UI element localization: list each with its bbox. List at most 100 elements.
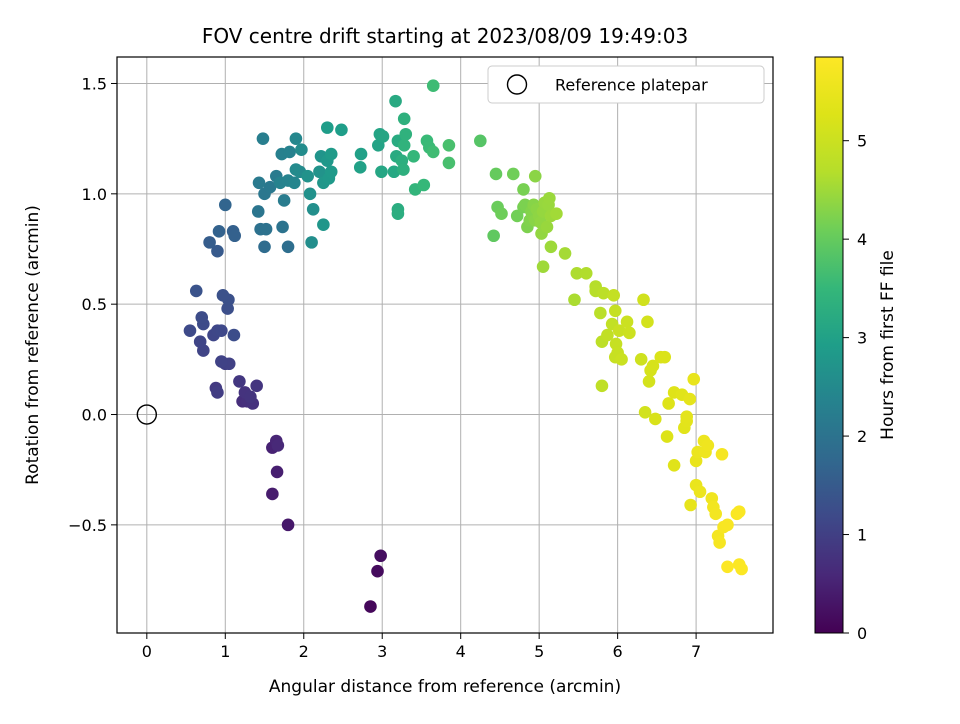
x-tick-label: 6 <box>613 642 623 661</box>
data-point <box>687 372 701 386</box>
data-point <box>263 180 277 194</box>
legend-marker <box>506 74 528 95</box>
data-point <box>320 121 334 134</box>
colorbar-tick-label: 4 <box>857 230 867 249</box>
data-point <box>256 132 270 145</box>
data-point <box>244 390 257 404</box>
data-point <box>641 315 654 329</box>
data-point <box>397 112 411 126</box>
data-point <box>550 207 563 220</box>
data-point <box>193 335 207 348</box>
data-point <box>407 150 420 163</box>
data-point <box>536 260 550 273</box>
y-tick-label: 1.0 <box>82 185 107 204</box>
data-point <box>353 161 367 174</box>
x-tick-label: 3 <box>377 642 387 661</box>
data-point <box>250 379 263 393</box>
data-point <box>544 240 558 254</box>
data-point <box>277 194 291 207</box>
data-point <box>683 392 697 406</box>
data-point <box>607 289 621 302</box>
data-point <box>252 176 266 190</box>
colorbar-ticks: 0 1 2 3 4 5 <box>843 132 867 643</box>
data-point <box>397 138 411 152</box>
plot-frame <box>116 56 774 634</box>
data-point <box>391 207 405 220</box>
data-point <box>594 306 607 320</box>
x-axis-ticks: 0 1 2 3 4 5 6 7 <box>142 633 701 661</box>
data-point <box>317 218 330 232</box>
data-points <box>183 79 748 613</box>
colorbar: 0 1 2 3 4 5 Hours from first FF file <box>814 56 898 643</box>
legend-box <box>487 65 765 104</box>
data-point <box>259 222 273 236</box>
data-point <box>295 143 308 156</box>
data-point <box>271 439 285 452</box>
data-point <box>281 240 295 254</box>
y-axis-label: Rotation from reference (arcmin) <box>23 205 43 485</box>
data-point <box>634 353 648 366</box>
data-point <box>489 167 503 181</box>
data-point <box>442 138 456 152</box>
data-point <box>648 412 662 426</box>
x-tick-label: 4 <box>456 642 466 661</box>
x-axis-label: Angular distance from reference (arcmin) <box>269 677 621 697</box>
data-point <box>735 562 748 576</box>
data-point <box>218 198 232 212</box>
data-point <box>510 209 524 223</box>
data-point <box>324 165 338 179</box>
data-point <box>306 202 320 216</box>
data-point <box>301 169 314 183</box>
colorbar-tick-label: 0 <box>857 624 867 643</box>
data-point <box>371 564 384 578</box>
data-point <box>506 167 520 181</box>
legend-label: Reference platepar <box>555 76 708 95</box>
data-point <box>283 145 296 159</box>
data-point <box>558 247 572 260</box>
colorbar-gradient <box>814 56 844 634</box>
y-tick-label: 0.0 <box>82 406 107 425</box>
data-point <box>570 266 584 280</box>
colorbar-tick-label: 1 <box>857 526 867 545</box>
data-point <box>417 178 431 192</box>
y-tick-label: 0.5 <box>82 295 107 314</box>
data-point <box>324 147 338 161</box>
data-point <box>233 375 246 388</box>
data-point <box>732 505 746 518</box>
y-tick-label: 1.5 <box>82 74 107 93</box>
reference-marker <box>136 404 158 425</box>
data-point <box>215 355 228 368</box>
x-tick-label: 5 <box>534 642 544 661</box>
data-point <box>303 187 317 201</box>
colorbar-tick-label: 5 <box>857 132 867 151</box>
data-point <box>709 507 723 521</box>
data-point <box>693 485 707 499</box>
colorbar-tick-label: 2 <box>857 427 867 446</box>
data-point <box>638 406 652 419</box>
x-tick-label: 1 <box>220 642 230 661</box>
data-point <box>227 328 241 342</box>
data-point <box>354 147 368 161</box>
chart-title: FOV centre drift starting at 2023/08/09 … <box>202 24 688 48</box>
y-axis-ticks: −0.5 0.0 0.5 1.0 1.5 <box>68 74 117 535</box>
data-point <box>646 359 660 373</box>
data-point <box>216 289 230 302</box>
data-point <box>684 498 697 512</box>
data-point <box>364 600 377 613</box>
data-point <box>195 311 209 324</box>
data-point <box>474 134 487 148</box>
data-point <box>228 229 242 243</box>
colorbar-tick-label: 3 <box>857 329 867 348</box>
data-point <box>288 176 301 190</box>
data-point <box>612 324 626 337</box>
data-point <box>305 236 318 249</box>
data-point <box>715 447 729 461</box>
data-point <box>426 145 440 159</box>
data-point <box>579 266 593 280</box>
x-tick-label: 0 <box>142 642 152 661</box>
data-point <box>637 293 650 307</box>
data-point <box>660 430 674 443</box>
reference-platepar-marker <box>136 404 158 425</box>
data-point <box>389 94 402 108</box>
